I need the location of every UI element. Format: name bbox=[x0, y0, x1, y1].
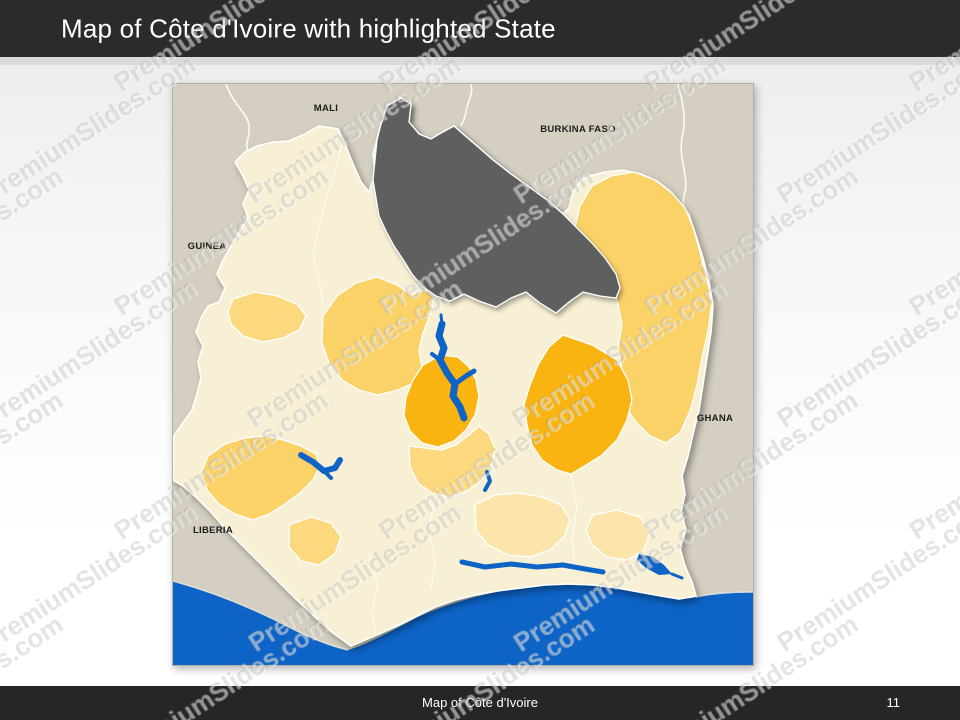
inner-line-southeast bbox=[570, 473, 578, 573]
lagoon-west-chain bbox=[459, 559, 606, 575]
slide-header: Map of Côte d'Ivoire with highlighted St… bbox=[0, 0, 960, 57]
coastline-liberia bbox=[173, 580, 349, 651]
label-ghana: GHANA bbox=[697, 413, 733, 424]
lake-kossou-arm-west bbox=[430, 352, 442, 362]
border-guinea-mali bbox=[225, 84, 251, 155]
watermark-text: PremiumSlides.com bbox=[771, 496, 960, 658]
header-divider-strip bbox=[0, 57, 960, 65]
lake-buyo-arm bbox=[322, 469, 333, 480]
label-liberia: LIBERIA bbox=[193, 525, 233, 536]
inner-line-southwest bbox=[368, 553, 379, 637]
inner-line-south bbox=[428, 495, 436, 590]
cote-divoire-map: MALI BURKINA FASO GUINEA GHANA LIBERIA bbox=[173, 84, 753, 665]
lagoon-aby-tail bbox=[670, 572, 684, 580]
watermark-text: PremiumSlides.com bbox=[771, 48, 960, 210]
slide-footer: Map of Côte d'Ivoire 11 bbox=[0, 686, 960, 720]
inner-line-northwest bbox=[312, 141, 344, 303]
slide-title: Map of Côte d'Ivoire with highlighted St… bbox=[61, 13, 556, 43]
label-burkina-faso: BURKINA FASO bbox=[540, 124, 616, 135]
label-guinea: GUINEA bbox=[188, 241, 227, 252]
watermark-text: PremiumSlides.com bbox=[903, 384, 960, 546]
coastline-ghana bbox=[695, 591, 753, 598]
page-number: 11 bbox=[886, 695, 901, 710]
watermark-text: PremiumSlides.com bbox=[0, 160, 69, 322]
district-coastal-west bbox=[288, 516, 342, 566]
lake-kossou bbox=[435, 320, 468, 422]
district-northeast bbox=[572, 171, 713, 444]
watermark-text: PremiumSlides.com bbox=[903, 160, 960, 322]
map-panel: MALI BURKINA FASO GUINEA GHANA LIBERIA bbox=[172, 83, 754, 666]
inner-district-lines bbox=[312, 141, 578, 637]
district-south-of-amber bbox=[408, 425, 496, 498]
district-south-central bbox=[474, 492, 571, 558]
highlighted-state-district bbox=[372, 97, 621, 314]
label-mali: MALI bbox=[314, 103, 338, 114]
district-mountains-west bbox=[200, 435, 321, 521]
country-labels: MALI BURKINA FASO GUINEA GHANA LIBERIA bbox=[188, 103, 733, 536]
districts bbox=[200, 97, 713, 566]
ocean bbox=[173, 581, 753, 665]
lake-kossou-top-arm bbox=[439, 313, 444, 326]
watermark-text: PremiumSlides.com bbox=[771, 272, 960, 434]
district-center-west-gold bbox=[321, 276, 435, 396]
water-bodies bbox=[298, 313, 684, 580]
footer-title: Map of Côte d'Ivoire bbox=[422, 695, 538, 710]
district-southeast bbox=[585, 509, 651, 561]
lake-kossou-arm-east bbox=[452, 368, 477, 387]
border-mali-burkina bbox=[460, 84, 473, 127]
lake-taabo bbox=[483, 470, 492, 492]
district-west-bulge bbox=[227, 291, 307, 343]
watermark-text: PremiumSlides.com bbox=[0, 384, 69, 546]
lagoon-aby bbox=[637, 554, 672, 575]
